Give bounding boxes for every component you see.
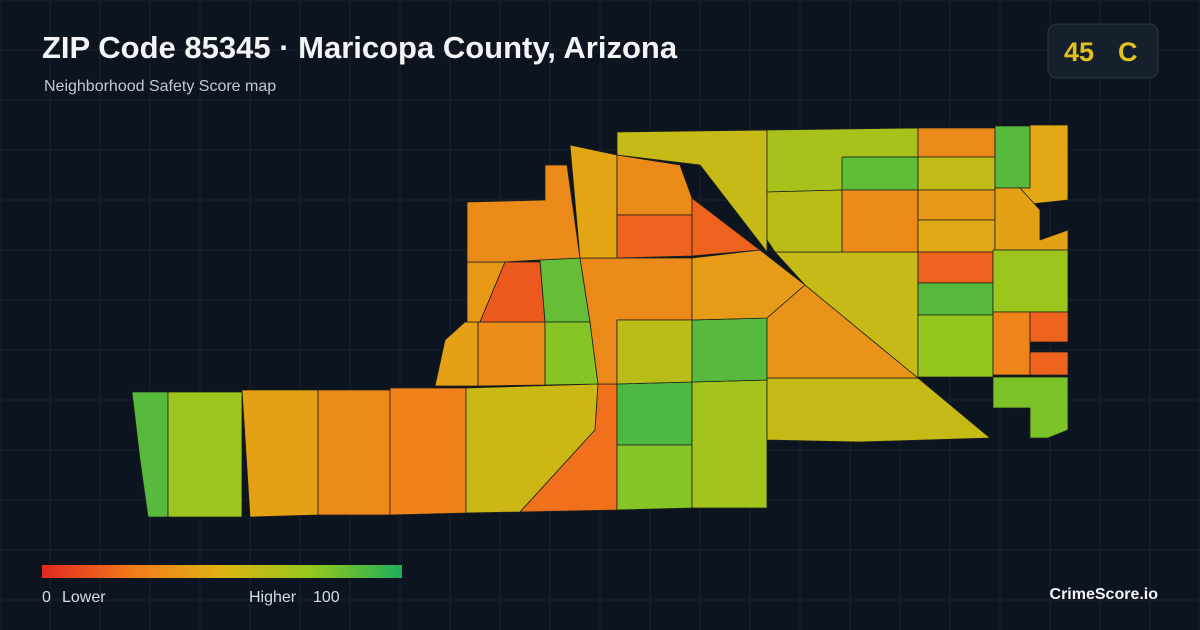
neighborhood	[477, 321, 546, 387]
neighborhood	[917, 189, 996, 221]
neighborhood	[616, 319, 693, 385]
neighborhood	[917, 127, 996, 158]
legend-min: 0	[42, 589, 51, 606]
neighborhood	[691, 317, 768, 383]
neighborhood	[1029, 351, 1069, 376]
badge-grade: C	[1118, 37, 1138, 67]
badge-score: 45	[1064, 37, 1094, 67]
neighborhood	[691, 197, 761, 257]
neighborhood	[992, 376, 1069, 439]
brand: CrimeScore.io	[1050, 586, 1159, 603]
map	[131, 124, 1069, 518]
neighborhood	[167, 391, 243, 518]
neighborhood	[917, 219, 996, 253]
neighborhood	[841, 189, 919, 253]
neighborhood	[766, 189, 843, 253]
neighborhood	[992, 249, 1069, 313]
neighborhood	[992, 311, 1031, 376]
legend-min-label: Lower	[62, 589, 106, 606]
neighborhood	[917, 314, 994, 378]
score-badge	[1047, 23, 1159, 79]
neighborhood	[917, 251, 994, 284]
neighborhood	[241, 389, 319, 518]
neighborhood	[131, 391, 169, 518]
neighborhood	[389, 387, 467, 516]
neighborhood	[317, 389, 391, 516]
neighborhood	[616, 214, 693, 259]
legend-max: 100	[313, 589, 340, 606]
neighborhood	[544, 321, 599, 386]
neighborhood	[1029, 311, 1069, 343]
neighborhood	[691, 379, 768, 509]
neighborhood	[994, 125, 1031, 189]
neighborhood	[616, 444, 693, 511]
neighborhood	[917, 156, 996, 191]
subtitle: Neighborhood Safety Score map	[44, 78, 276, 95]
neighborhood	[616, 129, 768, 253]
legend-scale	[42, 565, 402, 578]
legend-max-label: Higher	[249, 589, 297, 606]
neighborhood	[841, 156, 919, 191]
neighborhood	[917, 282, 994, 316]
neighborhood	[616, 381, 693, 446]
title: ZIP Code 85345 · Maricopa County, Arizon…	[42, 30, 678, 65]
